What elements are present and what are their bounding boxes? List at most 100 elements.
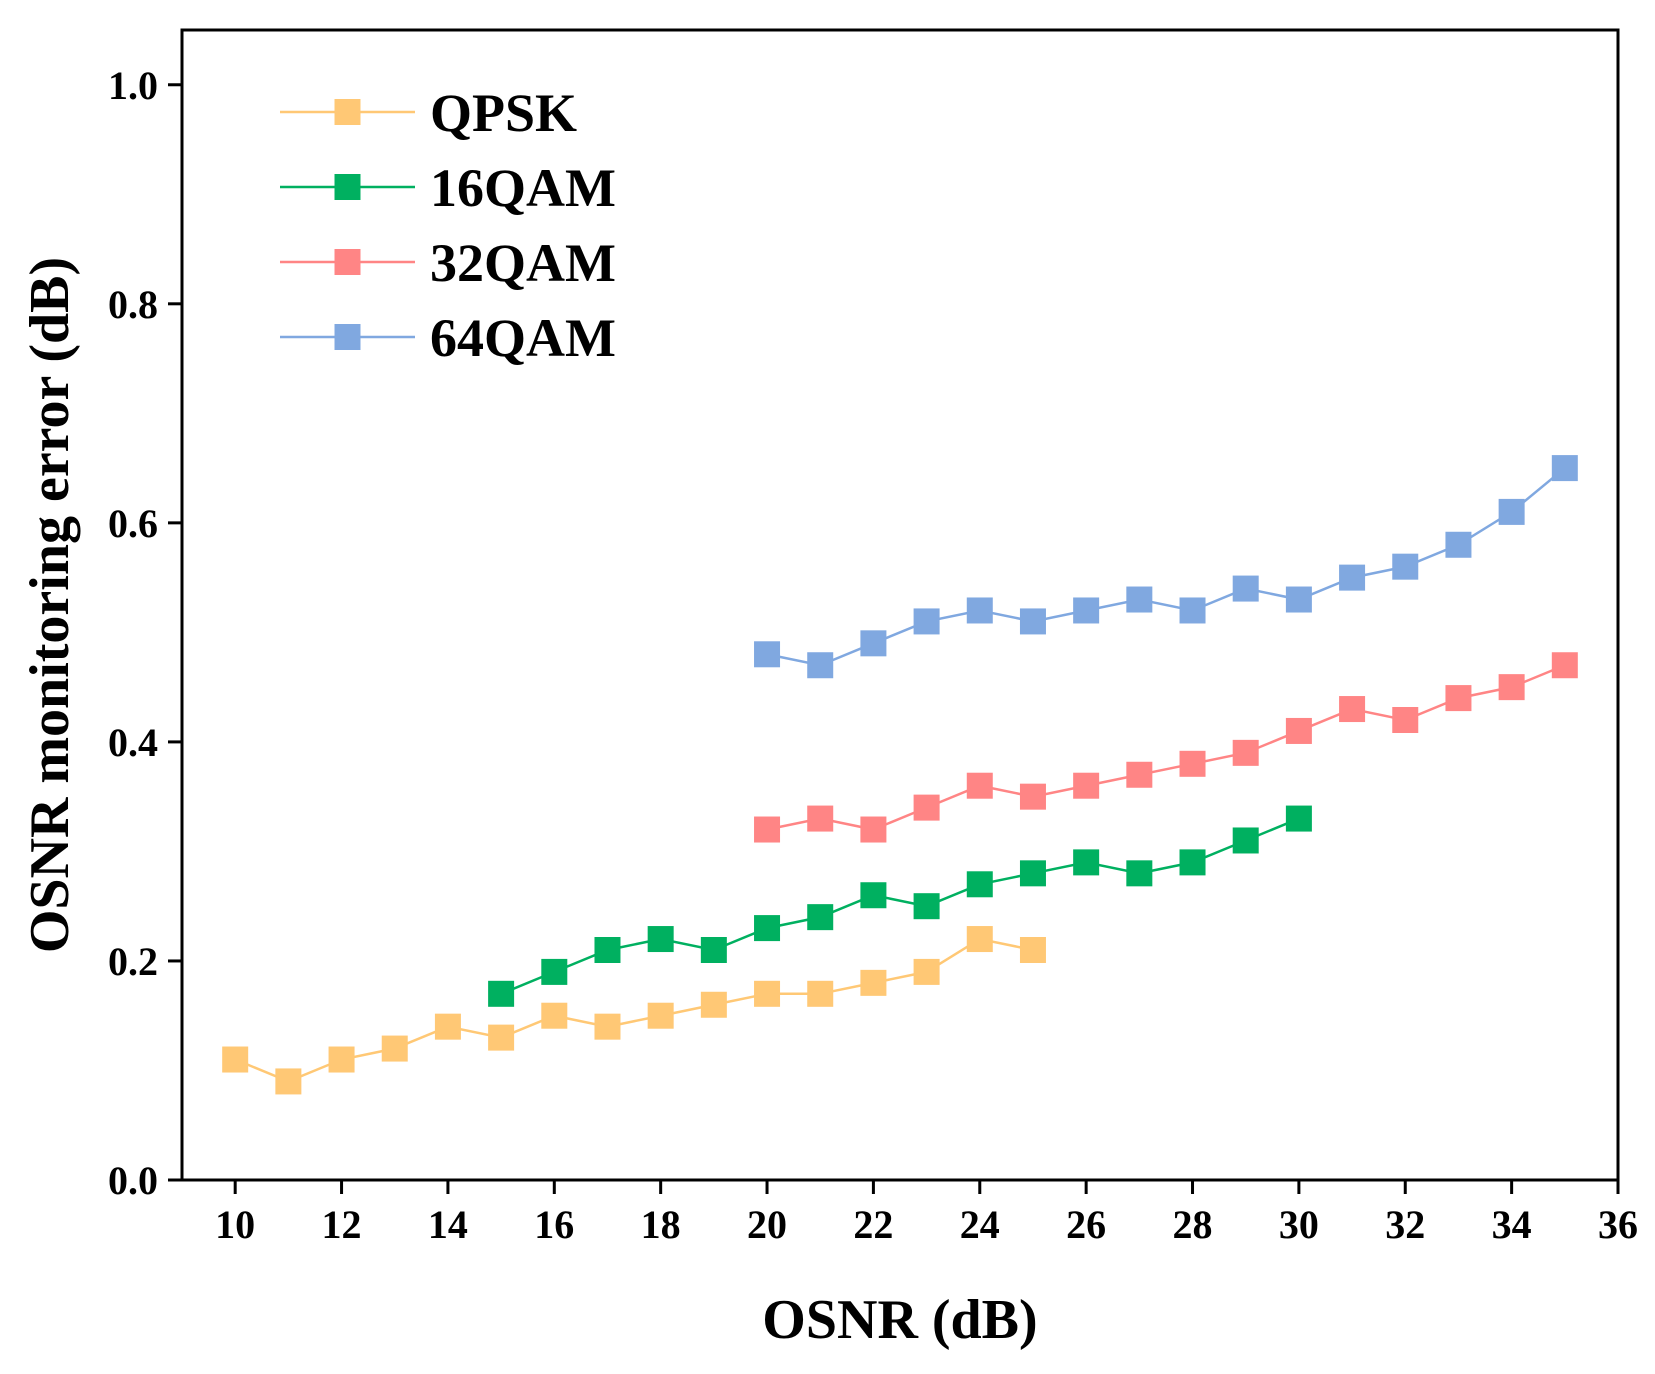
series-16qam bbox=[488, 805, 1312, 1007]
data-point bbox=[1019, 608, 1046, 635]
data-point bbox=[647, 1002, 674, 1029]
legend-marker bbox=[334, 174, 361, 200]
data-point bbox=[1126, 860, 1153, 887]
data-point bbox=[1285, 805, 1312, 832]
data-point bbox=[860, 816, 887, 843]
data-point bbox=[1339, 564, 1366, 591]
series-line bbox=[766, 467, 1566, 667]
axis-layer: 10 12 14 16 18 20 22 24 26 28 30 32 34 36 0.0 0.2 0.4 0.6… bbox=[108, 28, 1638, 1247]
data-point bbox=[1551, 652, 1578, 679]
data-point bbox=[594, 1013, 621, 1040]
data-point bbox=[860, 882, 887, 909]
data-point bbox=[1392, 553, 1419, 580]
data-point bbox=[1232, 575, 1259, 602]
data-point bbox=[1232, 739, 1259, 766]
data-point bbox=[541, 1002, 568, 1029]
legend-marker bbox=[334, 99, 361, 125]
data-point bbox=[1019, 860, 1046, 887]
legend-label: 64QAM bbox=[430, 308, 616, 368]
data-point bbox=[1339, 696, 1366, 723]
series-32qam bbox=[754, 652, 1578, 843]
series-qpsk bbox=[222, 926, 1046, 1095]
data-point bbox=[1392, 707, 1419, 733]
data-point bbox=[647, 926, 674, 953]
data-point bbox=[966, 597, 993, 624]
data-point bbox=[1073, 772, 1100, 799]
data-point bbox=[807, 980, 834, 1007]
y-tick-label: 1.0 bbox=[108, 63, 158, 108]
data-point bbox=[434, 1013, 461, 1040]
x-tick-label: 26 bbox=[1066, 1202, 1106, 1247]
plot-frame bbox=[180, 28, 1620, 1182]
data-point bbox=[275, 1068, 302, 1095]
x-tick-label: 30 bbox=[1279, 1202, 1319, 1247]
series-layer bbox=[222, 455, 1578, 1095]
legend-item: 16QAM bbox=[280, 158, 616, 218]
data-point bbox=[754, 980, 781, 1007]
data-point bbox=[754, 641, 781, 668]
x-tick-label: 32 bbox=[1385, 1202, 1425, 1247]
legend-marker bbox=[334, 324, 361, 350]
data-point bbox=[1498, 674, 1525, 701]
data-point bbox=[913, 893, 940, 920]
data-point bbox=[860, 630, 887, 657]
x-tick-label: 14 bbox=[428, 1202, 468, 1247]
series-line bbox=[234, 937, 1034, 1083]
data-point bbox=[1019, 937, 1046, 963]
data-point bbox=[541, 958, 568, 985]
x-tick-label: 16 bbox=[534, 1202, 574, 1247]
legend-layer: QPSK 16QAM 32QAM 64QAM bbox=[280, 83, 616, 368]
x-tick-label: 34 bbox=[1492, 1202, 1532, 1247]
data-point bbox=[1179, 849, 1206, 876]
data-point bbox=[860, 969, 887, 996]
data-point bbox=[222, 1046, 249, 1073]
legend-item: 64QAM bbox=[280, 308, 616, 368]
data-point bbox=[966, 871, 993, 898]
data-point bbox=[594, 937, 621, 963]
data-point bbox=[807, 805, 834, 832]
x-tick-label: 12 bbox=[322, 1202, 362, 1247]
x-tick-label: 10 bbox=[215, 1202, 255, 1247]
data-point bbox=[381, 1035, 408, 1062]
data-point bbox=[913, 608, 940, 635]
data-point bbox=[1551, 455, 1578, 482]
data-point bbox=[700, 937, 727, 963]
data-point bbox=[754, 915, 781, 942]
x-tick-label: 36 bbox=[1598, 1202, 1638, 1247]
x-tick-label: 20 bbox=[747, 1202, 787, 1247]
x-axis-title: OSNR (dB) bbox=[762, 1289, 1037, 1351]
y-axis-title: OSNR monitoring error (dB) bbox=[19, 257, 81, 953]
data-point bbox=[1073, 597, 1100, 624]
series-line bbox=[766, 664, 1566, 831]
y-tick-label: 0.2 bbox=[108, 939, 158, 984]
data-point bbox=[1285, 586, 1312, 613]
data-point bbox=[1126, 761, 1153, 788]
data-point bbox=[488, 1024, 515, 1051]
legend-item: 32QAM bbox=[280, 233, 616, 293]
data-point bbox=[966, 926, 993, 953]
data-point bbox=[807, 904, 834, 931]
data-point bbox=[913, 794, 940, 821]
legend-label: 16QAM bbox=[430, 158, 616, 218]
y-tick-label: 0.6 bbox=[108, 501, 158, 546]
y-tick-label: 0.8 bbox=[108, 282, 158, 327]
x-tick-label: 22 bbox=[853, 1202, 893, 1247]
data-point bbox=[1445, 531, 1472, 558]
data-point bbox=[1179, 597, 1206, 624]
y-tick-label: 0.4 bbox=[108, 720, 158, 765]
data-point bbox=[913, 958, 940, 985]
data-point bbox=[1073, 849, 1100, 876]
x-tick-label: 24 bbox=[960, 1202, 1000, 1247]
data-point bbox=[1498, 498, 1525, 525]
legend-marker bbox=[334, 249, 361, 275]
data-point bbox=[1179, 750, 1206, 777]
data-point bbox=[807, 652, 834, 679]
y-tick-label: 0.0 bbox=[108, 1158, 158, 1203]
data-point bbox=[328, 1046, 355, 1073]
data-point bbox=[1445, 685, 1472, 712]
series-line bbox=[500, 817, 1300, 995]
legend-item: QPSK bbox=[280, 83, 577, 143]
data-point bbox=[1019, 783, 1046, 810]
x-tick-label: 18 bbox=[641, 1202, 681, 1247]
